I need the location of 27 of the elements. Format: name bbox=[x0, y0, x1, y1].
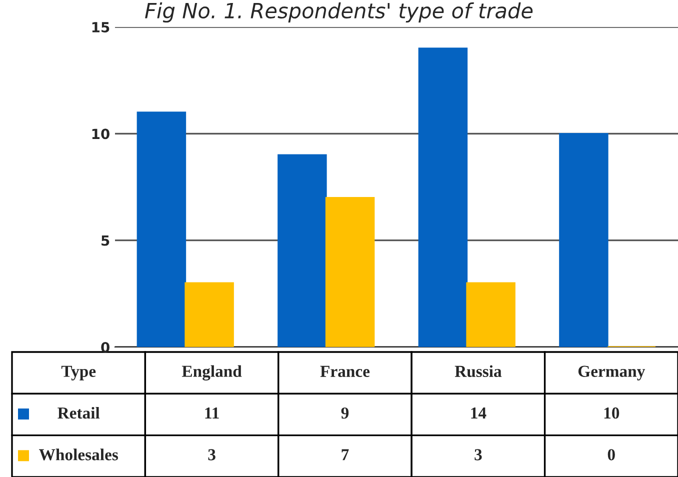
y-tick-label: 5 bbox=[102, 235, 110, 246]
bar bbox=[559, 132, 608, 347]
bar bbox=[466, 282, 516, 347]
legend-label: Retail bbox=[58, 406, 100, 419]
data-label: 14 bbox=[471, 408, 486, 419]
x-tick-label: Germany bbox=[578, 366, 646, 380]
y-tick-label: 0 bbox=[101, 342, 110, 352]
data-label: 9 bbox=[341, 407, 349, 419]
x-tick-label: Russia bbox=[454, 365, 502, 378]
data-label: 3 bbox=[474, 449, 482, 460]
y-tick-label: 15 bbox=[92, 22, 110, 32]
data-label: 11 bbox=[205, 408, 219, 419]
data-label: 10 bbox=[604, 407, 620, 419]
data-label: 7 bbox=[342, 449, 349, 460]
bar bbox=[278, 154, 327, 347]
x-tick-label: France bbox=[320, 366, 370, 378]
text: Type bbox=[61, 366, 96, 380]
bar bbox=[418, 48, 468, 347]
bar bbox=[136, 112, 186, 347]
legend-label: Wholesales bbox=[39, 448, 118, 460]
bar bbox=[325, 196, 375, 347]
chart-title: Fig No. 1. Respondents' type of trade bbox=[145, 2, 533, 23]
data-label: 3 bbox=[208, 449, 216, 460]
x-tick-label: England bbox=[182, 365, 242, 380]
data-label: 0 bbox=[608, 449, 615, 460]
y-tick-label: 10 bbox=[92, 128, 110, 140]
bar bbox=[184, 282, 234, 347]
